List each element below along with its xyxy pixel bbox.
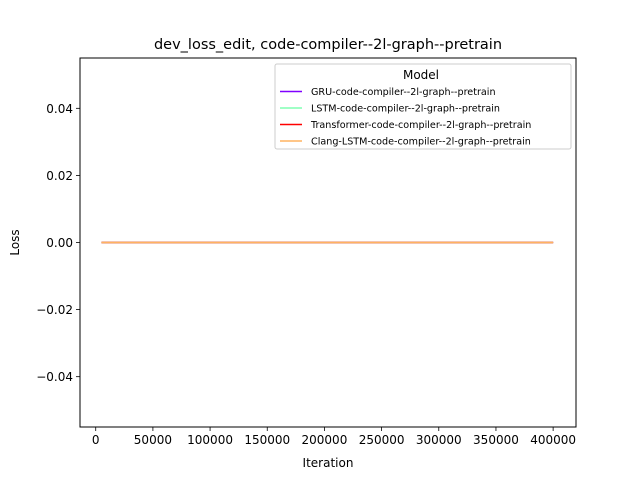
x-tick-label: 300000	[416, 433, 462, 447]
legend-entry-label: Transformer-code-compiler--2l-graph--pre…	[310, 120, 531, 131]
x-tick-label: 200000	[302, 433, 348, 447]
legend-title: Model	[403, 68, 439, 82]
x-tick-label: 0	[92, 433, 100, 447]
y-axis-label: Loss	[8, 229, 22, 255]
y-tick-label: 0.00	[46, 236, 73, 250]
x-tick-label: 250000	[359, 433, 405, 447]
x-tick-label: 400000	[530, 433, 576, 447]
y-tick-label: −0.04	[36, 370, 73, 384]
x-axis-ticks: 0 50000 100000 150000 200000 250000 300000 3500…	[92, 427, 576, 447]
legend-box	[274, 63, 572, 150]
y-axis-ticks: −0.04 −0.02 0.00 0.02 0.04	[36, 102, 80, 384]
x-axis-label: Iteration	[303, 456, 354, 470]
x-tick-label: 50000	[134, 433, 172, 447]
legend-entry-label: GRU-code-compiler--2l-graph--pretrain	[311, 87, 496, 98]
y-tick-label: 0.02	[46, 169, 73, 183]
legend: Model GRU-code-compiler--2l-graph--pretra…	[274, 63, 572, 150]
y-tick-label: −0.02	[36, 303, 73, 317]
y-tick-label: 0.04	[46, 102, 73, 116]
x-tick-label: 100000	[187, 433, 233, 447]
chart-title: dev_loss_edit, code-compiler--2l-graph--…	[154, 37, 502, 53]
x-tick-label: 350000	[473, 433, 519, 447]
legend-entry-label: Clang-LSTM-code-compiler--2l-graph--pret…	[311, 137, 531, 148]
legend-entry-label: LSTM-code-compiler--2l-graph--pretrain	[311, 104, 500, 115]
x-tick-label: 150000	[244, 433, 290, 447]
